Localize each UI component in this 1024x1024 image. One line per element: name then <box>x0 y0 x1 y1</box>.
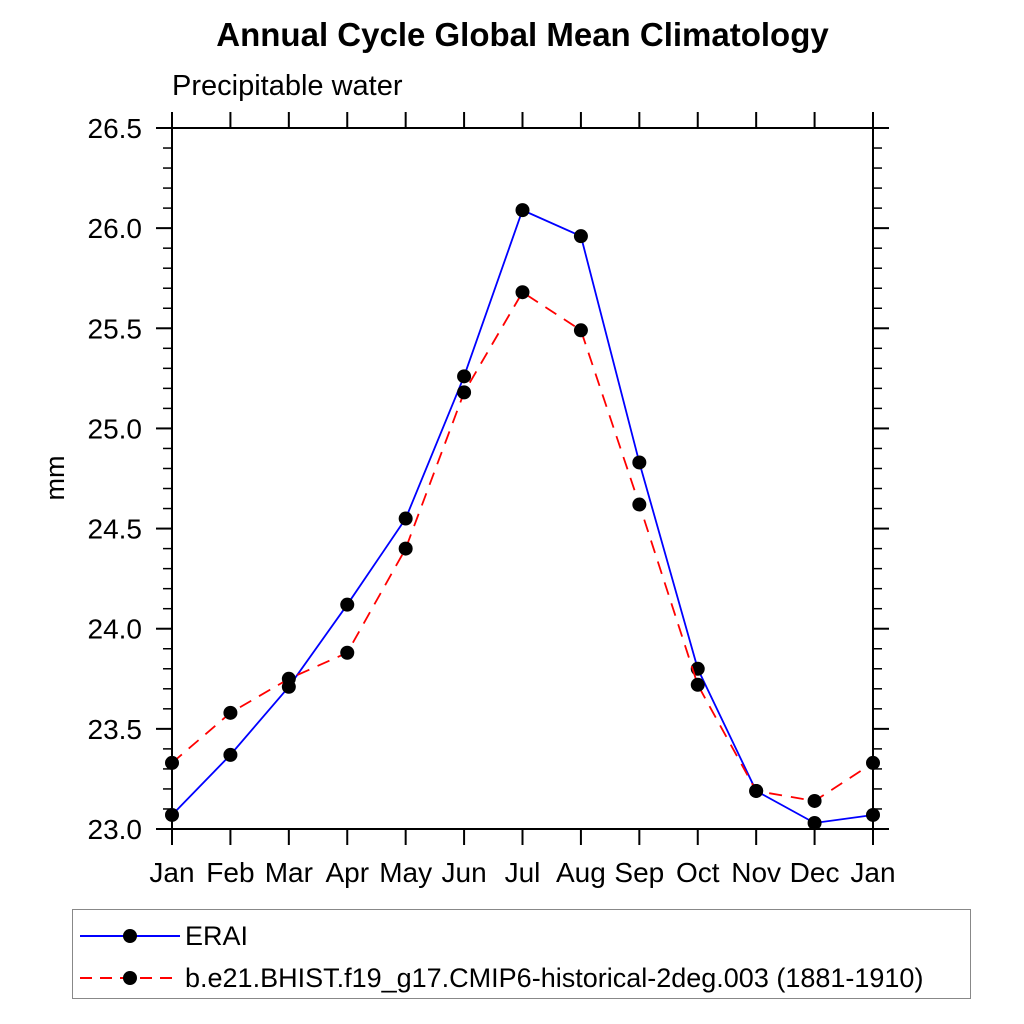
legend-row-erai: ERAI <box>78 919 248 953</box>
x-tick-label: Jun <box>442 857 487 888</box>
y-axis: 23.0 23.5 24.0 24.5 25.0 25.5 26.0 26.5 <box>88 113 889 845</box>
x-tick-label: Jan <box>850 857 895 888</box>
legend-line-sample-model <box>80 971 180 985</box>
x-tick-label: Nov <box>731 857 781 888</box>
data-point <box>515 203 530 218</box>
x-tick-label: Feb <box>206 857 254 888</box>
y-tick-label: 25.5 <box>88 313 143 344</box>
y-tick-label: 26.5 <box>88 113 143 144</box>
series-line-1 <box>171 290 874 802</box>
data-point <box>515 285 530 300</box>
x-tick-label: Mar <box>265 857 313 888</box>
data-point <box>165 807 179 822</box>
legend-box: ERAI b.e21.BHIST.f19_g17.CMIP6-historica… <box>72 909 971 999</box>
legend-marker-icon <box>123 971 137 985</box>
data-point <box>281 671 296 686</box>
chart-title: Annual Cycle Global Mean Climatology <box>216 16 829 53</box>
data-point <box>573 323 588 338</box>
data-point <box>807 793 822 808</box>
x-tick-label: Apr <box>325 857 369 888</box>
data-point <box>749 783 764 798</box>
x-tick-label: Sep <box>614 857 664 888</box>
x-tick-label: Aug <box>556 857 606 888</box>
legend-label-model: b.e21.BHIST.f19_g17.CMIP6-historical-2de… <box>185 963 924 993</box>
data-point <box>165 755 179 770</box>
x-tick-label: Dec <box>790 857 840 888</box>
data-point <box>866 755 880 770</box>
data-point <box>866 807 880 822</box>
data-point <box>573 229 588 244</box>
legend-label-erai: ERAI <box>185 921 249 951</box>
data-point <box>340 645 355 660</box>
y-tick-label: 24.5 <box>88 514 143 545</box>
plot-box <box>171 127 874 830</box>
data-point <box>223 747 238 762</box>
series-markers-1 <box>165 285 880 808</box>
y-tick-label: 24.0 <box>88 614 143 645</box>
data-point <box>223 705 238 720</box>
data-point <box>807 815 822 830</box>
data-point <box>632 497 647 512</box>
x-tick-label: Jul <box>505 857 541 888</box>
x-tick-label: May <box>379 857 432 888</box>
y-tick-label: 26.0 <box>88 213 143 244</box>
y-tick-label: 23.5 <box>88 714 143 745</box>
data-point <box>398 541 413 556</box>
data-point <box>340 597 355 612</box>
x-tick-label: Oct <box>676 857 720 888</box>
data-point <box>457 369 472 384</box>
y-tick-label: 25.0 <box>88 413 143 444</box>
series-markers-0 <box>165 203 880 830</box>
data-point <box>457 385 472 400</box>
x-axis: Jan Feb Mar Apr May Jun Jul Aug Sep Oct Nov Dec Jan <box>149 112 896 888</box>
data-point <box>632 455 647 470</box>
data-point <box>398 511 413 526</box>
legend-marker-icon <box>123 929 137 943</box>
data-point <box>690 677 705 692</box>
chart-subtitle: Precipitable water <box>172 70 403 102</box>
legend-line-sample-erai <box>80 929 180 943</box>
legend-row-model: b.e21.BHIST.f19_g17.CMIP6-historical-2de… <box>78 961 923 995</box>
y-tick-label: 23.0 <box>88 814 143 845</box>
series-line-0 <box>171 208 874 824</box>
x-tick-label: Jan <box>149 857 194 888</box>
